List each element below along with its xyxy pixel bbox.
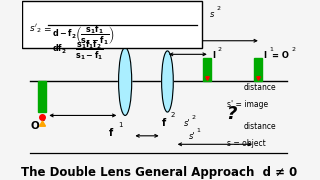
Text: d: d [143, 19, 149, 28]
Text: $\mathbf{df_2 - \dfrac{s_1 f_1 f_2}{s_1 - f_1}}$: $\mathbf{df_2 - \dfrac{s_1 f_1 f_2}{s_1 … [52, 38, 104, 62]
Text: $\mathbf{d - f_2\left(\dfrac{s_1 f_1}{s_1 - f_1}\right)}$: $\mathbf{d - f_2\left(\dfrac{s_1 f_1}{s_… [52, 23, 115, 47]
Text: 1: 1 [196, 128, 200, 133]
Text: distance: distance [243, 83, 276, 92]
Text: O: O [30, 121, 39, 131]
Ellipse shape [119, 48, 132, 115]
Text: f: f [162, 118, 166, 128]
Ellipse shape [162, 51, 173, 112]
Text: s' = image: s' = image [227, 100, 268, 109]
Text: s': s' [188, 132, 195, 141]
Text: s = object: s = object [227, 139, 266, 148]
FancyBboxPatch shape [21, 1, 203, 48]
Text: 1: 1 [118, 122, 122, 128]
Text: 2: 2 [218, 47, 222, 52]
Text: s': s' [184, 119, 191, 128]
Text: 2: 2 [216, 6, 220, 11]
Text: $=$: $=$ [42, 24, 52, 33]
Text: distance: distance [243, 122, 276, 131]
Bar [203, 58, 211, 82]
Text: 1: 1 [41, 116, 45, 122]
Bar [38, 82, 46, 112]
Text: 2: 2 [292, 47, 295, 52]
Text: s: s [78, 39, 82, 48]
Text: f: f [109, 128, 113, 138]
Text: 2: 2 [191, 115, 196, 120]
Text: $s'_2$: $s'_2$ [29, 22, 41, 35]
Text: 2: 2 [171, 112, 175, 118]
Text: The Double Lens General Approach  d ≠ 0: The Double Lens General Approach d ≠ 0 [20, 166, 297, 179]
Bar [254, 58, 262, 82]
Text: I: I [264, 51, 267, 60]
Text: 1: 1 [84, 35, 88, 40]
Text: = O: = O [272, 51, 289, 60]
Text: 1: 1 [269, 47, 273, 52]
Text: ?: ? [226, 105, 236, 123]
Text: I: I [213, 51, 216, 60]
Text: s: s [210, 10, 214, 19]
